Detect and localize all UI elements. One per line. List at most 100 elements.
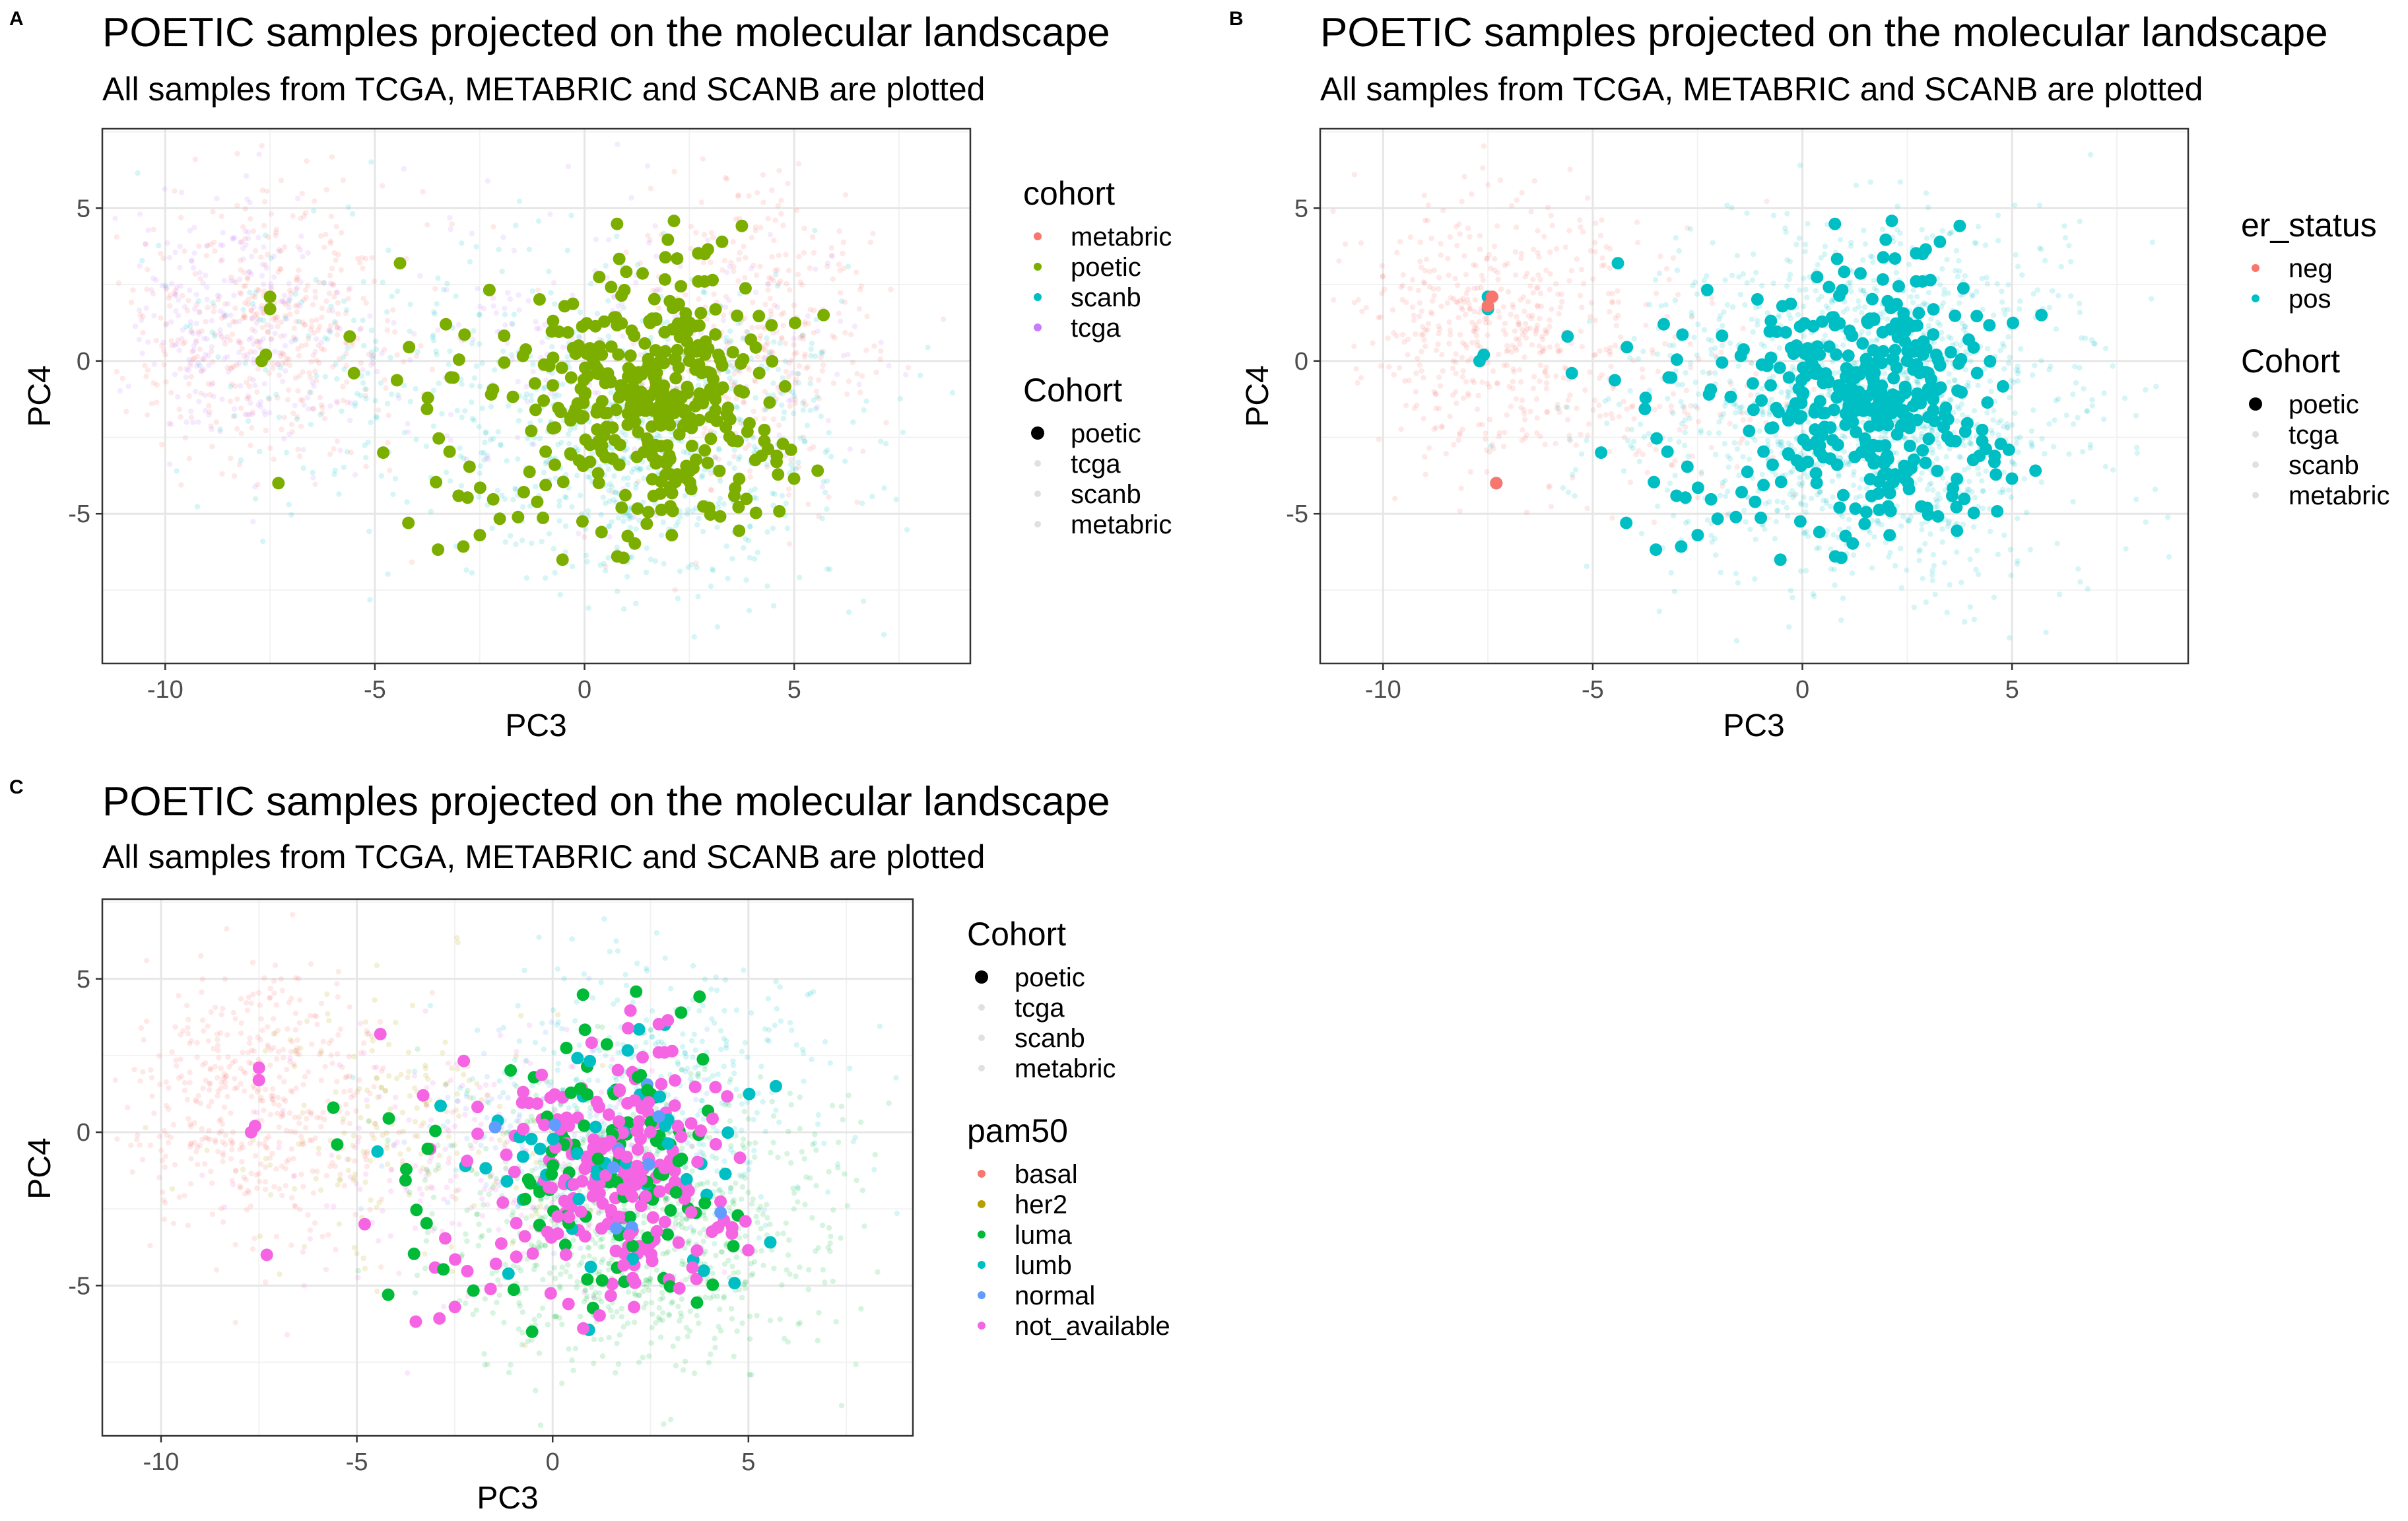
background-point <box>1591 353 1597 358</box>
background-point <box>2133 413 2139 419</box>
background-point <box>1683 370 1689 376</box>
background-point <box>228 384 234 389</box>
background-point <box>2039 436 2045 442</box>
legend-label: poetic <box>1071 419 1141 448</box>
background-point <box>549 344 555 350</box>
background-point <box>1696 391 1702 397</box>
background-point <box>184 308 191 314</box>
background-point <box>358 360 364 366</box>
background-point <box>1355 297 1361 303</box>
background-point <box>1393 333 1399 339</box>
background-point <box>430 388 437 393</box>
background-point <box>177 366 184 372</box>
background-point <box>233 279 239 286</box>
background-point <box>276 247 282 253</box>
background-point <box>1496 430 1502 436</box>
background-point <box>335 289 341 295</box>
background-point <box>363 395 369 402</box>
background-point <box>1722 277 1728 283</box>
background-point <box>700 156 706 162</box>
background-point <box>512 485 518 492</box>
background-point <box>286 362 293 368</box>
background-point <box>469 230 475 236</box>
background-point <box>210 209 216 215</box>
background-point <box>424 222 430 228</box>
background-point <box>589 450 595 457</box>
background-point <box>2087 152 2094 158</box>
background-point <box>568 213 574 219</box>
background-point <box>1480 165 1486 171</box>
background-point <box>242 411 248 417</box>
background-point <box>395 395 402 401</box>
background-point <box>780 222 786 228</box>
background-point <box>2002 311 2008 318</box>
background-point <box>1694 291 1700 297</box>
background-point <box>700 259 707 265</box>
background-point <box>698 330 704 336</box>
background-point <box>1734 253 1741 259</box>
background-point <box>283 301 288 308</box>
background-point <box>183 374 189 380</box>
background-point <box>1509 203 1515 209</box>
background-point <box>624 574 630 580</box>
poetic-point <box>685 440 698 452</box>
background-point <box>1753 536 1758 543</box>
background-point <box>222 341 228 347</box>
background-point <box>187 363 193 369</box>
background-point <box>605 333 612 339</box>
background-point <box>2110 363 2116 369</box>
background-point <box>1988 388 1994 395</box>
background-point <box>294 274 300 280</box>
background-point <box>210 300 216 306</box>
background-point <box>740 336 746 342</box>
background-point <box>529 540 535 547</box>
background-point <box>2004 425 2011 431</box>
poetic-point <box>612 348 625 361</box>
background-point <box>752 379 759 385</box>
background-point <box>1823 303 1829 309</box>
background-point <box>246 269 252 275</box>
background-point <box>379 350 385 356</box>
background-point <box>249 424 255 431</box>
background-point <box>1463 345 1470 351</box>
background-point <box>748 265 754 271</box>
background-point <box>244 412 250 418</box>
background-point <box>893 496 899 502</box>
background-point <box>1844 306 1850 312</box>
background-point <box>530 368 536 375</box>
poetic-point <box>1953 219 1966 232</box>
background-point <box>1480 277 1487 283</box>
background-point <box>417 273 423 279</box>
background-point <box>949 389 956 396</box>
background-point <box>764 281 771 287</box>
poetic-point <box>552 325 566 338</box>
background-point <box>224 364 230 370</box>
background-point <box>792 397 798 403</box>
background-point <box>145 367 150 373</box>
background-point <box>502 539 508 545</box>
poetic-point <box>680 459 693 473</box>
background-point <box>1413 389 1419 395</box>
background-point <box>565 163 571 170</box>
background-point <box>1776 345 1782 351</box>
background-point <box>1885 316 1890 322</box>
background-point <box>1904 567 1910 573</box>
chart-subtitle: All samples from TCGA, METABRIC and SCAN… <box>102 71 985 108</box>
background-point <box>248 216 253 222</box>
background-point <box>123 409 129 415</box>
background-point <box>415 349 421 355</box>
background-point <box>257 403 264 410</box>
background-point <box>1853 182 1859 188</box>
background-point <box>1692 403 1698 409</box>
background-point <box>733 395 739 401</box>
background-point <box>766 281 772 287</box>
background-point <box>246 337 252 343</box>
background-point <box>1512 249 1519 255</box>
panel-b: B POETIC samples projected on the molecul… <box>1229 8 2390 743</box>
background-point <box>2046 366 2052 373</box>
background-point <box>1524 325 1530 332</box>
background-point <box>362 386 368 392</box>
background-point <box>187 319 193 325</box>
background-point <box>809 341 815 347</box>
background-point <box>200 280 206 286</box>
